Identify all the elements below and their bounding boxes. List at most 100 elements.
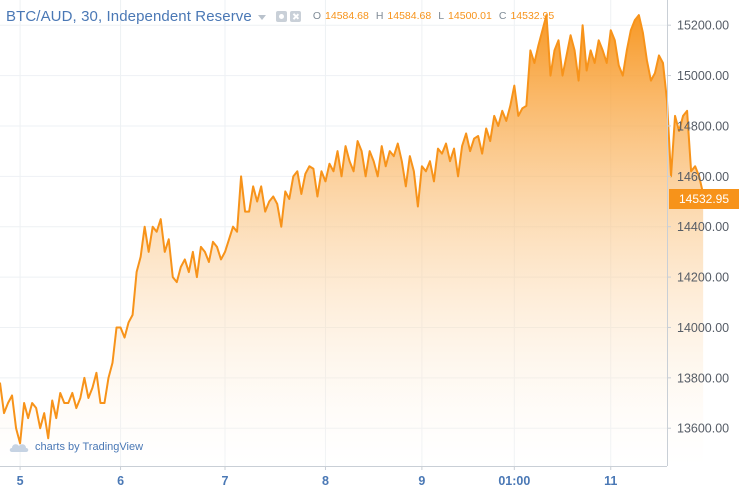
chart-legend: BTC/AUD, 30, Independent Reserve O 14584… xyxy=(6,6,557,26)
data-point xyxy=(292,175,294,177)
data-point xyxy=(296,170,298,172)
data-point xyxy=(457,175,459,177)
close-icon[interactable] xyxy=(289,10,301,22)
symbol-title[interactable]: BTC/AUD, 30, Independent Reserve xyxy=(6,7,252,25)
data-point xyxy=(578,80,580,82)
data-point xyxy=(11,394,13,397)
data-point xyxy=(204,251,206,253)
open-key: O xyxy=(312,10,322,22)
data-point xyxy=(634,19,636,21)
data-point xyxy=(433,180,435,182)
data-point xyxy=(43,412,45,414)
data-point xyxy=(280,226,282,228)
data-point xyxy=(119,326,122,329)
data-point xyxy=(324,180,327,182)
data-point xyxy=(348,160,351,162)
data-point xyxy=(513,85,515,87)
data-point xyxy=(31,402,33,404)
area-layer xyxy=(0,14,705,467)
data-point xyxy=(148,251,150,253)
x-tick-label: 5 xyxy=(17,474,24,488)
data-point xyxy=(614,39,616,41)
data-point xyxy=(361,150,363,152)
data-point xyxy=(188,271,190,273)
series-line xyxy=(0,14,705,445)
data-point xyxy=(288,198,290,200)
last-price-label: 14532.95 xyxy=(669,189,739,209)
data-point xyxy=(328,163,331,165)
data-point xyxy=(7,402,9,404)
data-point xyxy=(489,140,491,142)
data-point xyxy=(674,115,676,117)
watermark-text: charts by TradingView xyxy=(35,441,144,453)
data-point xyxy=(533,62,536,64)
data-point xyxy=(75,407,77,409)
data-point xyxy=(184,258,186,261)
axis-layer: 13600.00 13800.00 14000.00 14200.00 14400.00… xyxy=(0,0,729,488)
data-point xyxy=(320,170,323,172)
low-key: L xyxy=(438,10,445,22)
data-point xyxy=(71,392,73,394)
data-point xyxy=(686,110,688,112)
data-point xyxy=(650,80,652,82)
data-point xyxy=(180,266,182,268)
data-point xyxy=(63,402,65,404)
close-value: 14532.95 xyxy=(510,10,555,22)
data-point xyxy=(521,107,523,109)
chevron-down-icon[interactable] xyxy=(257,14,266,20)
data-point xyxy=(35,407,37,409)
data-point xyxy=(698,175,700,177)
data-point xyxy=(598,39,600,41)
data-point xyxy=(553,49,556,51)
data-point xyxy=(212,241,214,243)
data-point xyxy=(421,165,423,167)
data-point xyxy=(586,69,588,72)
data-point xyxy=(51,399,53,402)
data-point xyxy=(91,387,94,389)
data-point xyxy=(557,39,560,41)
data-point xyxy=(156,231,158,233)
data-point xyxy=(59,392,61,394)
data-point xyxy=(19,442,21,444)
data-point xyxy=(27,417,29,419)
data-point xyxy=(569,34,572,36)
data-point xyxy=(485,127,487,130)
x-tick-label: 9 xyxy=(418,474,425,488)
data-point xyxy=(200,246,202,248)
data-point xyxy=(573,49,576,51)
data-point xyxy=(216,246,218,248)
data-point xyxy=(23,402,25,404)
data-point xyxy=(437,148,439,150)
data-point xyxy=(144,226,146,228)
data-point xyxy=(626,49,628,51)
data-point xyxy=(365,175,367,177)
data-point xyxy=(272,195,274,198)
data-point xyxy=(606,62,608,64)
series-area-fill xyxy=(0,15,704,467)
data-point xyxy=(304,173,306,175)
data-point xyxy=(638,14,640,16)
data-point xyxy=(445,142,447,145)
y-tick-label: 14800.00 xyxy=(677,119,729,133)
data-point xyxy=(545,14,548,16)
data-point xyxy=(107,377,110,379)
data-point xyxy=(662,62,664,64)
data-point xyxy=(340,175,343,177)
data-point xyxy=(47,437,49,439)
data-point xyxy=(537,44,540,46)
data-point xyxy=(658,54,660,57)
data-point xyxy=(602,49,604,51)
data-point xyxy=(393,155,395,157)
data-point xyxy=(469,150,471,152)
gear-icon[interactable] xyxy=(275,10,287,22)
tradingview-watermark[interactable]: charts by TradingView xyxy=(9,441,143,453)
data-point xyxy=(264,210,266,213)
data-point xyxy=(381,145,383,147)
data-point xyxy=(561,74,564,77)
data-point xyxy=(694,165,696,167)
data-point xyxy=(248,210,250,213)
data-point xyxy=(344,145,347,147)
data-point xyxy=(136,271,138,273)
